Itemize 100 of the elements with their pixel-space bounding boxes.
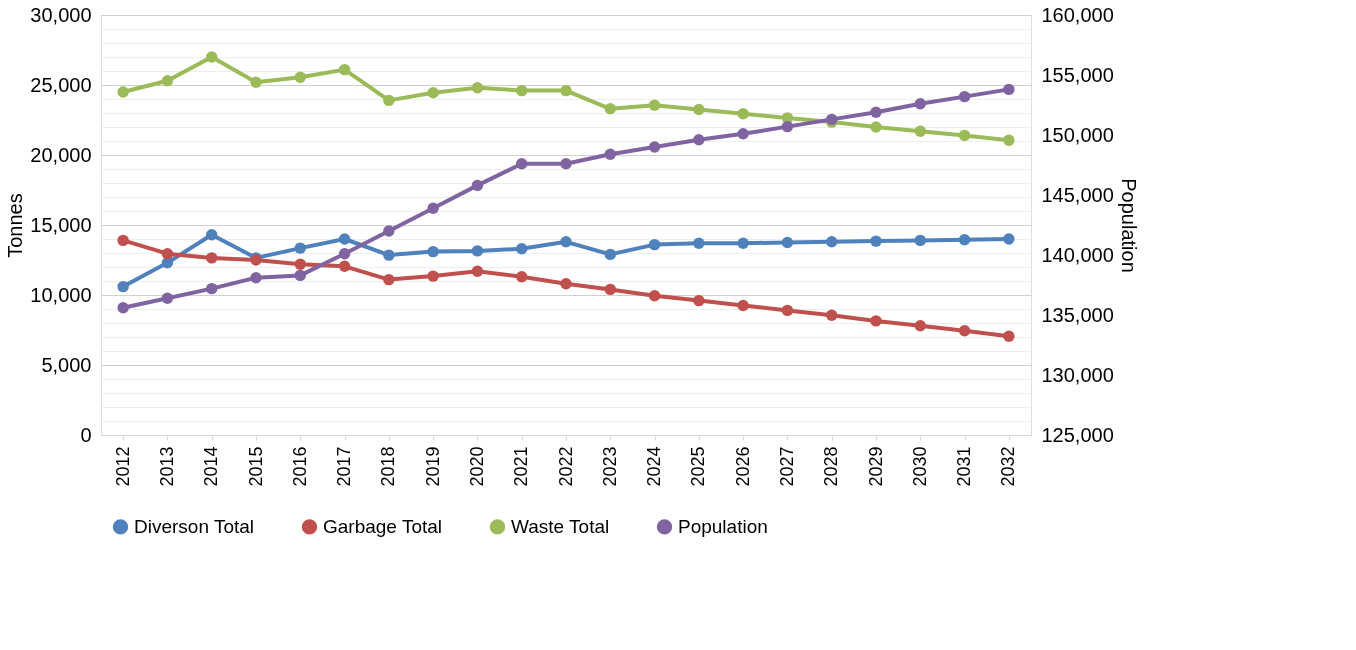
x-tick-label: 2023 (599, 446, 620, 487)
point (471, 179, 484, 192)
point (648, 141, 661, 153)
point (427, 270, 439, 282)
point (338, 63, 351, 76)
point (737, 299, 749, 312)
point (870, 106, 882, 118)
point (781, 236, 794, 249)
point (870, 121, 882, 133)
point (958, 325, 971, 337)
point (516, 84, 528, 97)
point (914, 234, 926, 247)
x-tick-label: 2019 (422, 446, 443, 487)
legend-label: Waste Total (511, 515, 610, 537)
point (250, 272, 262, 284)
point (427, 245, 439, 258)
y2-axis-title: Population (1117, 178, 1140, 273)
point (206, 229, 218, 241)
point (781, 304, 794, 317)
point (383, 94, 395, 107)
x-tick-label: 2029 (865, 446, 886, 487)
point (294, 71, 306, 83)
legend-label: Population (678, 515, 768, 537)
x-tick-label: 2028 (821, 446, 842, 487)
y-tick-label: 15,000 (30, 213, 92, 236)
point (383, 249, 395, 261)
y2-tick-label: 150,000 (1041, 123, 1114, 146)
point (648, 238, 661, 251)
y2-tick-label: 140,000 (1041, 243, 1114, 266)
point (826, 236, 838, 248)
x-tick-label: 2020 (466, 446, 487, 487)
x-tick-label: 2017 (334, 446, 355, 487)
point (294, 258, 306, 270)
x-tick-label: 2014 (201, 446, 222, 487)
x-tick-label: 2032 (998, 446, 1019, 487)
point (914, 98, 926, 110)
point (560, 278, 572, 290)
y-tick-label: 20,000 (30, 143, 92, 166)
x-tick-label: 2016 (289, 446, 310, 487)
point (471, 245, 484, 257)
x-tick-label: 2013 (156, 446, 177, 487)
point (161, 292, 174, 304)
point (383, 225, 395, 237)
legend-label: Diverson Total (134, 515, 255, 537)
point (958, 234, 971, 246)
point (1003, 83, 1015, 96)
point (427, 87, 439, 99)
point (604, 248, 616, 261)
point (206, 51, 218, 63)
point (693, 294, 705, 307)
y2-tick-label: 160,000 (1041, 3, 1114, 26)
point (206, 252, 218, 264)
x-tick-label: 2015 (245, 446, 266, 487)
point (958, 129, 971, 142)
x-tick-label: 2031 (954, 446, 975, 487)
y-tick-label: 30,000 (30, 3, 92, 26)
x-tick-label: 2025 (688, 446, 709, 487)
point (604, 148, 616, 160)
x-tick-label: 2026 (732, 446, 753, 487)
x-tick-label: 2012 (112, 446, 133, 487)
x-tick-label: 2030 (909, 446, 930, 487)
point (294, 269, 306, 282)
point (516, 158, 528, 170)
y2-tick-label: 155,000 (1041, 63, 1114, 86)
point (870, 235, 882, 247)
point (117, 280, 129, 293)
y2-tick-label: 130,000 (1041, 363, 1114, 386)
point (161, 75, 174, 87)
point (294, 242, 306, 254)
x-tick-label: 2027 (776, 446, 797, 487)
point (604, 283, 616, 296)
point (471, 265, 484, 277)
x-tick-label: 2022 (555, 446, 576, 487)
point (560, 236, 572, 248)
point (914, 125, 926, 137)
point (1003, 233, 1015, 245)
y2-tick-label: 135,000 (1041, 303, 1114, 326)
y-tick-label: 10,000 (30, 283, 92, 306)
legend-label: Garbage Total (323, 515, 443, 537)
point (914, 320, 926, 332)
point (693, 103, 705, 116)
point (737, 237, 749, 249)
x-tick-label: 2021 (511, 446, 532, 487)
point (338, 260, 351, 272)
y-tick-label: 0 (80, 423, 92, 446)
point (648, 290, 661, 302)
point (427, 202, 439, 214)
y-tick-label: 25,000 (30, 73, 92, 96)
point (117, 302, 129, 314)
point (560, 84, 572, 97)
point (1003, 330, 1015, 342)
x-tick-label: 2018 (378, 446, 399, 487)
point (338, 233, 351, 245)
point (958, 90, 971, 103)
point (338, 248, 351, 260)
point (383, 273, 395, 286)
point (870, 315, 882, 327)
y2-tick-label: 125,000 (1041, 423, 1114, 446)
point (206, 282, 218, 295)
point (516, 271, 528, 283)
